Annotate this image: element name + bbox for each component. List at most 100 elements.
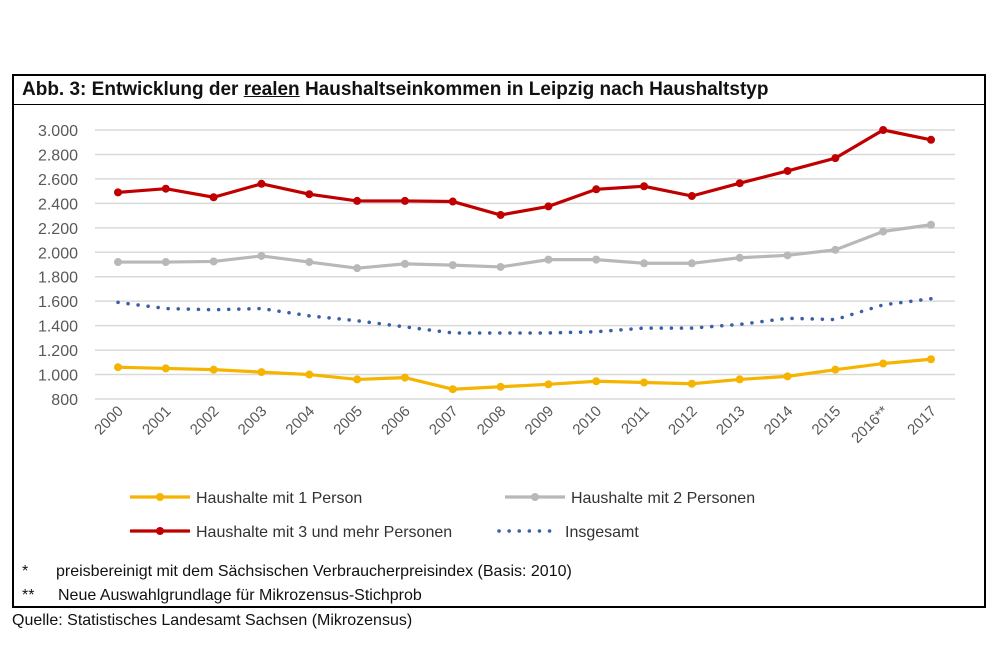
legend-label: Haushalte mit 2 Personen (571, 490, 755, 507)
data-point (879, 359, 888, 368)
data-point (353, 375, 362, 384)
footnote-mark: * (22, 563, 29, 580)
chart-title: Abb. 3: Entwicklung der realen Haushalts… (14, 76, 984, 105)
data-point (927, 220, 935, 229)
data-point (544, 380, 553, 389)
data-point (687, 379, 696, 388)
data-point (496, 210, 505, 219)
data-point (305, 370, 314, 379)
data-point (496, 262, 505, 271)
x-tick-label: 2011 (618, 403, 653, 438)
data-point (161, 184, 170, 193)
footnote-2: ** Neue Auswahlgrundlage für Mikrozensus-… (22, 587, 422, 605)
y-tick-label: 1.600 (38, 294, 78, 311)
x-tick-label: 2002 (187, 403, 223, 439)
y-tick-label: 1.400 (38, 319, 78, 336)
data-point (783, 251, 792, 260)
y-tick-label: 1.200 (38, 343, 78, 360)
y-tick-label: 1.000 (38, 368, 78, 385)
y-tick-label: 3.000 (38, 123, 78, 140)
data-point (879, 227, 888, 236)
data-point (448, 261, 457, 270)
data-point (687, 192, 696, 201)
legend-marker (531, 493, 539, 501)
data-point (209, 257, 218, 266)
y-tick-label: 2.000 (38, 245, 78, 262)
x-tick-label: 2007 (426, 403, 462, 439)
data-point (448, 197, 457, 206)
data-point (640, 259, 649, 268)
data-point (879, 126, 888, 134)
x-tick-label: 2016** (848, 403, 892, 447)
footnote-text: preisbereinigt mit dem Sächsischen Verbr… (56, 563, 572, 580)
data-point (305, 258, 314, 267)
data-point (735, 375, 744, 384)
x-tick-label: 2009 (522, 403, 558, 439)
data-point (544, 202, 553, 211)
data-point (400, 259, 409, 268)
data-point (831, 365, 840, 374)
x-tick-label: 2014 (761, 403, 797, 439)
legend-label: Haushalte mit 1 Person (196, 490, 362, 507)
x-tick-label: 2008 (474, 403, 510, 439)
x-tick-label: 2006 (378, 403, 414, 439)
data-point (592, 185, 601, 194)
data-point (927, 135, 935, 144)
data-point (592, 377, 601, 386)
legend-marker (156, 493, 164, 501)
data-point (592, 255, 601, 264)
source-note: Quelle: Statistisches Landesamt Sachsen … (12, 612, 413, 629)
data-point (783, 372, 792, 381)
title-part: Haushaltseinkommen in Leipzig nach Haush… (299, 79, 769, 100)
footnote-text: Neue Auswahlgrundlage für Mikrozensus-St… (58, 587, 422, 604)
legend-marker (156, 527, 164, 535)
x-tick-label: 2004 (283, 403, 319, 439)
y-tick-label: 2.200 (38, 221, 78, 238)
legend-label: Haushalte mit 3 und mehr Personen (196, 524, 452, 541)
x-tick-label: 2013 (713, 403, 749, 439)
data-point (544, 255, 553, 264)
data-point (640, 182, 649, 191)
y-tick-label: 2.600 (38, 172, 78, 189)
footnote-mark: ** (22, 587, 35, 604)
data-point (831, 245, 840, 254)
data-point (257, 251, 266, 260)
x-tick-label: 2000 (91, 403, 127, 439)
y-tick-label: 800 (51, 392, 78, 409)
data-point (161, 258, 170, 267)
data-point (783, 166, 792, 175)
series-line (117, 357, 932, 391)
x-tick-label: 2010 (569, 403, 605, 439)
series-line (117, 128, 932, 217)
y-tick-label: 2.800 (38, 147, 78, 164)
data-point (831, 154, 840, 163)
series-line (118, 223, 932, 270)
x-tick-label: 2015 (809, 403, 845, 439)
y-tick-label: 1.800 (38, 270, 78, 287)
title-part: Abb. 3: Entwicklung der (22, 79, 244, 100)
data-point (400, 196, 409, 205)
data-point (448, 385, 457, 394)
data-point (305, 190, 314, 199)
title-underlined: realen (243, 79, 300, 100)
data-point (735, 179, 744, 188)
data-point (114, 188, 122, 197)
footnote-1: * preisbereinigt mit dem Sächsischen Verb… (22, 563, 572, 581)
data-point (496, 382, 505, 391)
data-point (400, 373, 409, 382)
data-point (209, 365, 218, 374)
figure-frame: Abb. 3: Entwicklung der realen Haushalts… (12, 74, 986, 608)
data-point (735, 253, 744, 262)
data-point (114, 363, 122, 372)
x-tick-label: 2005 (330, 403, 366, 439)
data-point (353, 264, 362, 273)
series-line (116, 296, 933, 335)
x-tick-label: 2012 (665, 403, 701, 439)
data-point (640, 378, 649, 387)
legend-label: Insgesamt (565, 524, 639, 541)
data-point (257, 179, 266, 188)
x-tick-label: 2017 (904, 403, 940, 439)
x-tick-label: 2001 (139, 403, 175, 439)
data-point (257, 368, 266, 377)
